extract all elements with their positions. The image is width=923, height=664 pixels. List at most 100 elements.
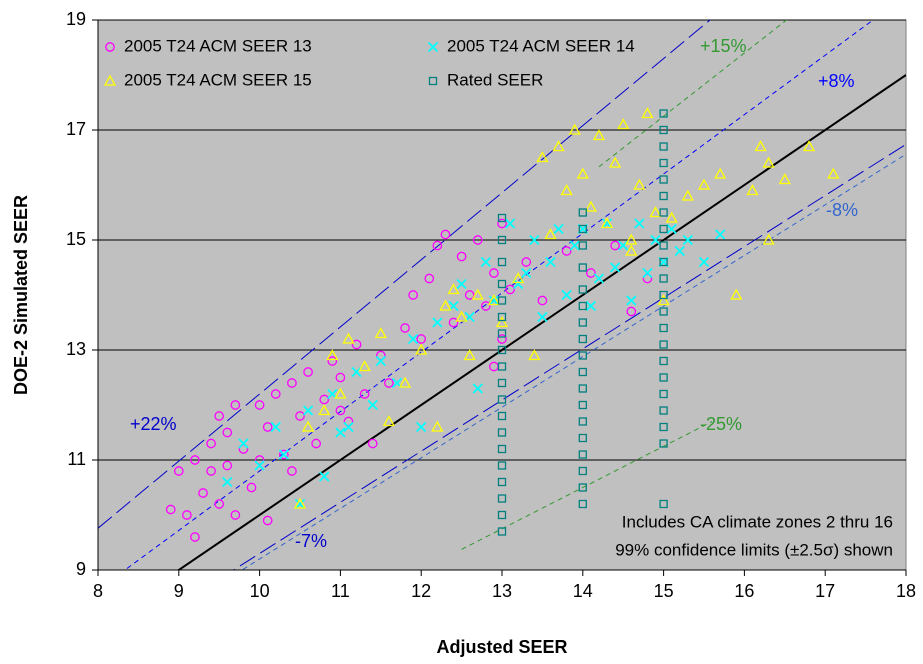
point xyxy=(497,362,507,371)
x-tick-label: 9 xyxy=(174,581,184,601)
point xyxy=(278,449,289,460)
point xyxy=(222,476,233,488)
point xyxy=(659,307,668,316)
x-tick-label: 16 xyxy=(734,581,754,601)
point xyxy=(659,499,668,509)
point xyxy=(497,334,507,344)
point xyxy=(601,218,613,229)
point xyxy=(659,406,668,415)
point xyxy=(625,244,638,256)
reference-label: +8% xyxy=(818,71,855,91)
point xyxy=(659,439,668,448)
point xyxy=(497,428,507,437)
point xyxy=(487,294,501,306)
point xyxy=(497,213,507,223)
x-tick-label: 8 xyxy=(93,581,103,601)
point xyxy=(497,444,507,454)
point xyxy=(715,229,726,240)
point xyxy=(254,455,265,465)
point xyxy=(335,405,346,416)
point xyxy=(568,123,581,135)
point xyxy=(480,256,491,268)
y-tick-label: 15 xyxy=(66,229,86,249)
point xyxy=(544,228,557,240)
point xyxy=(634,218,645,229)
point xyxy=(659,208,668,217)
y-tick-label: 13 xyxy=(66,339,86,359)
point xyxy=(681,189,694,201)
x-tick-label: 14 xyxy=(573,581,593,601)
point xyxy=(659,290,668,300)
point xyxy=(585,300,597,312)
point xyxy=(659,257,668,267)
point xyxy=(665,211,678,223)
point xyxy=(471,288,484,300)
point xyxy=(230,510,241,520)
point xyxy=(657,294,670,306)
point xyxy=(182,510,192,520)
point xyxy=(278,449,289,460)
point xyxy=(382,415,395,427)
point xyxy=(343,421,354,433)
point xyxy=(432,317,443,328)
point xyxy=(697,178,711,190)
point xyxy=(214,411,225,421)
point xyxy=(447,283,460,295)
point xyxy=(578,301,587,311)
point xyxy=(641,107,654,119)
point xyxy=(536,151,549,163)
reference-line xyxy=(232,143,906,570)
point xyxy=(295,411,305,421)
x-tick-label: 10 xyxy=(250,581,270,601)
point xyxy=(578,285,587,294)
point xyxy=(762,233,775,245)
point xyxy=(488,295,500,306)
points xyxy=(165,107,840,542)
point xyxy=(301,420,315,432)
point xyxy=(659,125,668,135)
point xyxy=(358,360,371,372)
x-tick-label: 11 xyxy=(331,581,350,601)
point xyxy=(335,427,346,438)
y-tick-label: 19 xyxy=(66,9,86,29)
point xyxy=(649,206,662,218)
point xyxy=(206,466,216,476)
point xyxy=(578,466,587,476)
point xyxy=(609,156,622,168)
point xyxy=(448,317,459,328)
point xyxy=(472,383,483,394)
point xyxy=(351,339,362,350)
point xyxy=(674,245,685,257)
point xyxy=(254,400,265,410)
point xyxy=(407,333,419,345)
point xyxy=(578,224,587,234)
point xyxy=(497,510,507,520)
point xyxy=(415,343,428,355)
point xyxy=(287,378,297,388)
point xyxy=(659,356,668,366)
legend-label: Rated SEER xyxy=(447,70,543,89)
point xyxy=(659,109,668,118)
point xyxy=(537,311,548,323)
point xyxy=(561,289,572,301)
x-tick-label: 18 xyxy=(896,581,916,601)
x-tick-label: 12 xyxy=(411,581,431,601)
point xyxy=(497,279,507,289)
point xyxy=(302,405,314,416)
point xyxy=(293,497,307,509)
point xyxy=(659,241,668,250)
point xyxy=(262,515,273,526)
reference-label: +22% xyxy=(130,414,177,434)
point xyxy=(513,278,524,290)
point xyxy=(384,378,394,388)
point xyxy=(537,295,548,306)
x-tick-label: 17 xyxy=(815,581,835,601)
point xyxy=(318,404,331,416)
point xyxy=(659,142,668,151)
point xyxy=(714,167,727,179)
point xyxy=(626,295,637,306)
point xyxy=(569,240,580,251)
point xyxy=(497,378,507,388)
point xyxy=(552,140,565,152)
